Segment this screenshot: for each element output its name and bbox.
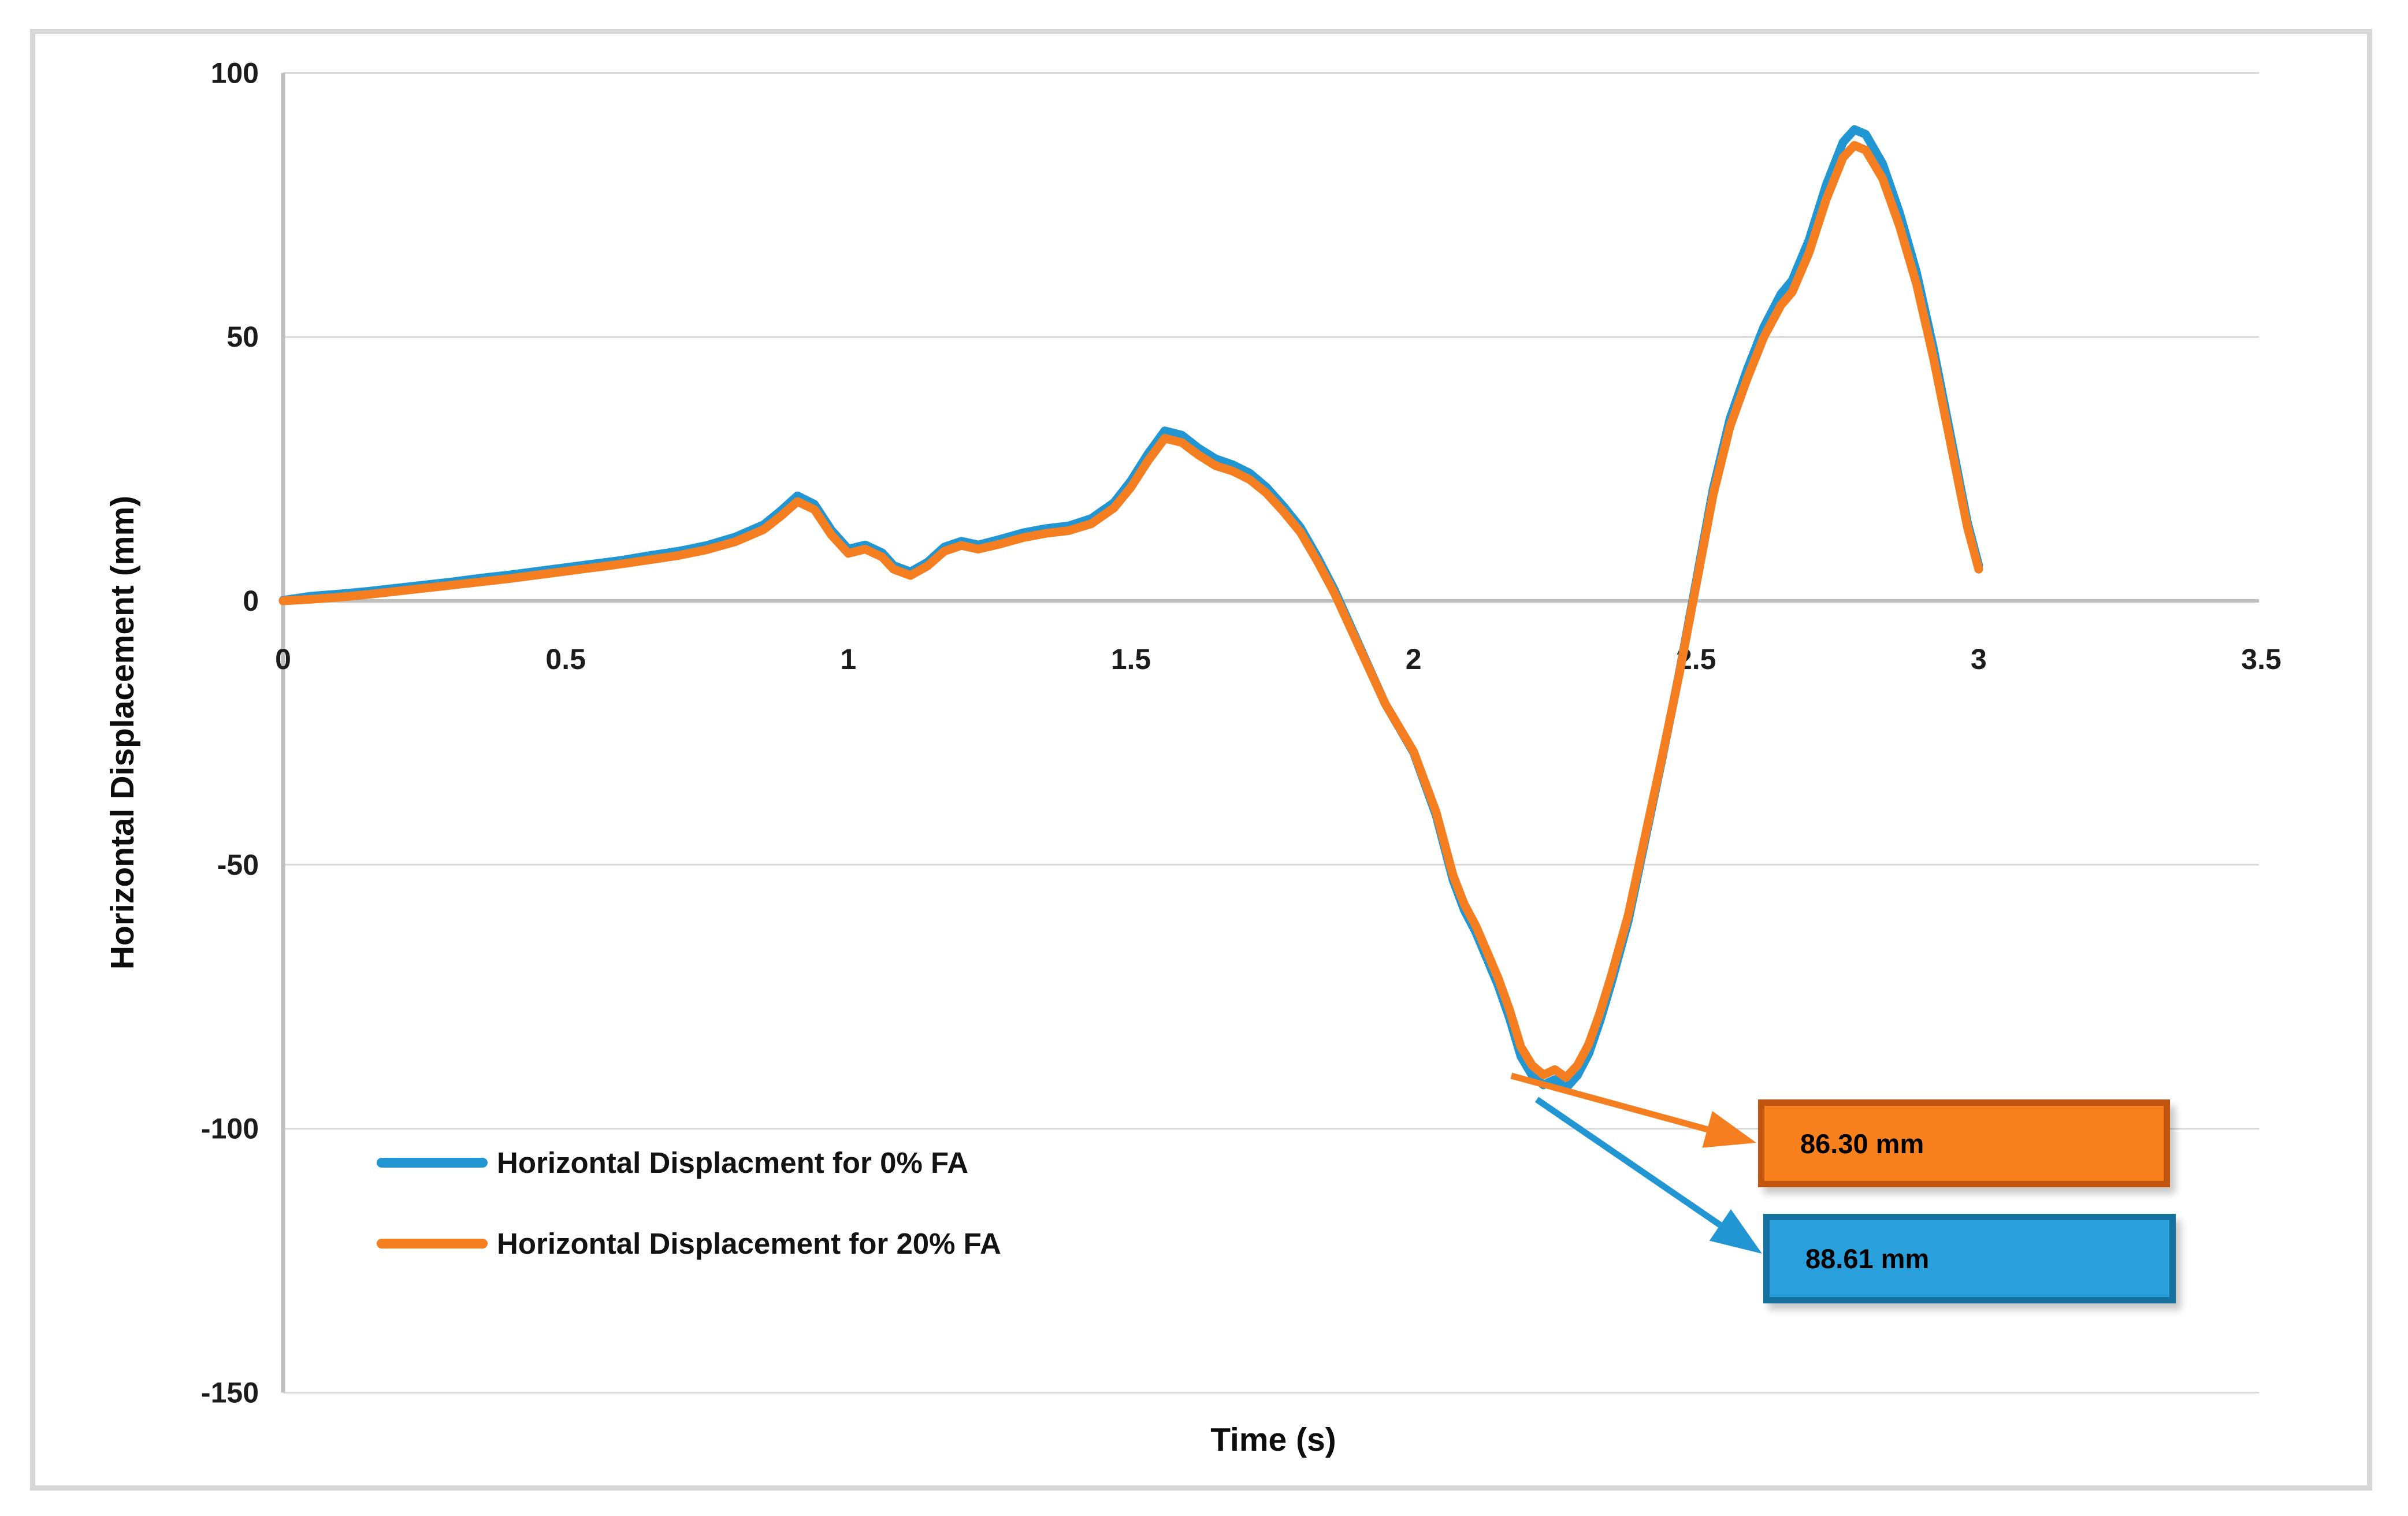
x-tick-label: 3 [1971,643,1987,675]
y-tick-label: -100 [201,1113,259,1145]
callout-value: 88.61 mm [1805,1243,1930,1274]
series-line-20pct-fa [278,141,1983,1082]
series-line-0pct-fa [278,125,1983,1093]
y-tick-label: -150 [201,1376,259,1409]
y-tick-label: 50 [226,321,259,353]
x-axis-title: Time (s) [1210,1421,1336,1458]
callout-value: 86.30 mm [1800,1128,1924,1159]
legend-label: Horizontal Displacement for 20% FA [497,1227,1001,1260]
x-tick-label: 3.5 [2241,643,2281,675]
x-tick-label: 1 [840,643,856,675]
y-tick-label: 0 [243,585,259,617]
y-axis-title: Horizontal Displacement (mm) [104,495,141,970]
x-tick-label: 0.5 [545,643,586,675]
legend-label: Horizontal Displacment for 0% FA [497,1146,969,1179]
legend-item-20pct-fa[interactable]: Horizontal Displacement for 20% FA [377,1227,1001,1260]
x-tick-label: 0 [275,643,291,675]
callout-arrow-orange-line [1510,1072,1708,1133]
x-tick-label: 2 [1406,643,1422,675]
callout-box-20pct-max[interactable]: 86.30 mm [1758,1099,2170,1187]
callout-arrow-blue-line [1534,1097,1722,1228]
legend-line-swatch-orange [377,1238,488,1249]
legend-line-swatch-blue [377,1157,488,1168]
callout-arrow-blue-head [1709,1209,1762,1254]
legend-item-0pct-fa[interactable]: Horizontal Displacment for 0% FA [377,1146,968,1179]
y-tick-label: 100 [211,57,259,89]
x-tick-label: 1.5 [1111,643,1151,675]
callout-arrow-orange-head [1702,1110,1756,1148]
callout-box-0pct-max[interactable]: 88.61 mm [1763,1214,2176,1303]
y-tick-label: -50 [217,849,259,881]
